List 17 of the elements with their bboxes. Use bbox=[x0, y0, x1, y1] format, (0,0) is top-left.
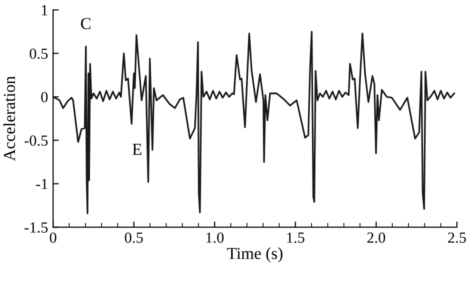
annotation: C bbox=[81, 18, 91, 30]
x-tick-label: 0.5 bbox=[124, 232, 143, 243]
x-tick-label: 2.5 bbox=[448, 232, 466, 243]
y-tick-label: 1 bbox=[42, 5, 48, 16]
y-tick-label: -1 bbox=[36, 178, 48, 190]
x-tick-label: 1.0 bbox=[206, 232, 224, 243]
y-tick-label: -0.5 bbox=[24, 135, 48, 146]
line-series bbox=[53, 30, 456, 214]
x-tick-label: 0 bbox=[50, 232, 56, 243]
x-tick-label: 2.0 bbox=[367, 232, 386, 243]
annotation: E bbox=[132, 144, 142, 155]
y-tick-label: -1.5 bbox=[24, 222, 48, 233]
y-tick-label: 0 bbox=[41, 92, 48, 102]
x-tick-label: 1.5 bbox=[287, 232, 304, 243]
x-axis-title: Time (s) bbox=[227, 247, 282, 262]
y-tick-label: 0.5 bbox=[30, 48, 48, 59]
y-axis-title: Acceleration bbox=[3, 76, 16, 161]
